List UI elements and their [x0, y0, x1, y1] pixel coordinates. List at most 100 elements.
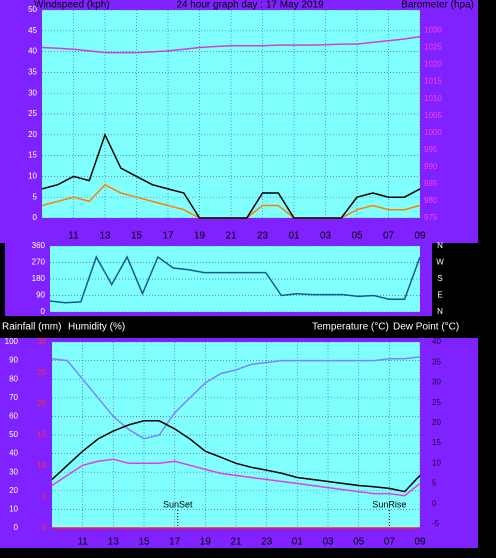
y2-tick-label: 1025 — [424, 43, 442, 52]
y-tick-label: 360 — [32, 241, 46, 250]
y3-tick-label: 20 — [37, 399, 46, 408]
y-tick-label: 15 — [28, 151, 37, 160]
y-tick-label: 10 — [28, 172, 37, 181]
y-tick-label: 25 — [28, 109, 37, 118]
x-tick-label: 01 — [288, 231, 300, 242]
y2-tick-label: 25 — [432, 398, 441, 407]
y2-tick-label: E — [437, 291, 442, 300]
y2-tick-label: 1005 — [424, 111, 442, 120]
y2-tick-label: 995 — [424, 145, 438, 154]
annotation-label: SunSet — [163, 499, 193, 509]
y2-tick-label: N — [437, 241, 443, 250]
wind-axis-title: Windspeed (kph) — [34, 0, 110, 11]
x-tick-label: 15 — [131, 231, 143, 242]
y2-tick-label: 30 — [432, 378, 441, 387]
y2-tick-label: 980 — [424, 196, 438, 205]
x-tick-label: 03 — [320, 231, 332, 242]
x-tick-label: 05 — [353, 537, 365, 548]
x-tick-label: 17 — [162, 231, 174, 242]
x-tick-label: 21 — [225, 231, 237, 242]
y-tick-label: 50 — [9, 430, 18, 439]
x-tick-label: 15 — [138, 537, 150, 548]
series-label: Humidity (%) — [68, 322, 125, 333]
x-tick-label: 23 — [261, 537, 273, 548]
y2-tick-label: 10 — [432, 458, 441, 467]
y-tick-label: 30 — [9, 467, 18, 476]
series-label: Dew Point (°C) — [393, 322, 459, 333]
y2-tick-label: 1010 — [424, 94, 442, 103]
y-tick-label: 40 — [9, 449, 18, 458]
series-line — [41, 132, 421, 219]
y2-tick-label: 35 — [432, 357, 441, 366]
barometer-axis-title: Barometer (hpa) — [401, 0, 474, 11]
chart-title: 24 hour graph day : 17 May 2019 — [176, 0, 324, 11]
x-tick-label: 09 — [414, 231, 426, 242]
x-tick-label: 13 — [99, 231, 111, 242]
y2-tick-label: 1020 — [424, 60, 442, 69]
x-tick-label: 05 — [351, 231, 363, 242]
x-tick-label: 17 — [169, 537, 181, 548]
y-tick-label: 90 — [36, 291, 45, 300]
y-tick-label: 0 — [33, 213, 38, 222]
x-tick-label: 11 — [77, 537, 88, 548]
y-tick-label: 5 — [33, 192, 38, 201]
x-tick-label: 21 — [230, 537, 242, 548]
y2-tick-label: 975 — [424, 213, 438, 222]
series-line — [51, 458, 421, 497]
x-tick-label: 07 — [384, 537, 396, 548]
y2-tick-label: N — [437, 307, 443, 316]
series-line — [51, 420, 421, 493]
series-line — [41, 35, 421, 54]
y-tick-label: 20 — [9, 486, 18, 495]
y-tick-label: 100 — [5, 337, 19, 346]
y-tick-label: 270 — [32, 258, 46, 267]
y2-tick-label: 990 — [424, 162, 438, 171]
x-tick-label: 13 — [108, 537, 120, 548]
y3-tick-label: 30 — [37, 337, 46, 346]
y-tick-label: 0 — [41, 307, 46, 316]
y2-tick-label: 5 — [432, 479, 437, 488]
y-tick-label: 30 — [28, 88, 37, 97]
x-tick-label: 19 — [194, 231, 206, 242]
y2-tick-label: 1015 — [424, 77, 442, 86]
y-tick-label: 40 — [28, 47, 37, 56]
x-tick-label: 19 — [200, 537, 212, 548]
y2-tick-label: 15 — [432, 438, 441, 447]
y-tick-label: 0 — [14, 523, 19, 532]
plot-area — [50, 246, 420, 312]
y-tick-label: 20 — [28, 130, 37, 139]
y2-tick-label: S — [437, 274, 442, 283]
y2-tick-label: 0 — [432, 499, 437, 508]
y-tick-label: 10 — [9, 505, 18, 514]
y2-tick-label: W — [436, 258, 444, 267]
y-tick-label: 80 — [9, 374, 18, 383]
y2-tick-label: 20 — [432, 418, 441, 427]
y2-tick-label: 40 — [432, 337, 441, 346]
y2-tick-label: -5 — [432, 519, 440, 528]
series-label: Rainfall (mm) — [2, 322, 61, 333]
x-tick-label: 09 — [414, 537, 426, 548]
y-tick-label: 90 — [9, 356, 18, 365]
y-tick-label: 60 — [9, 412, 18, 421]
y-tick-label: 70 — [9, 393, 18, 402]
x-tick-label: 11 — [68, 231, 79, 242]
x-tick-label: 07 — [383, 231, 395, 242]
series-line — [49, 255, 421, 304]
y-tick-label: 35 — [28, 68, 37, 77]
y-tick-label: 50 — [28, 5, 37, 14]
y3-tick-label: 25 — [37, 368, 46, 377]
annotation-label: SunRise — [372, 499, 406, 509]
y2-tick-label: 1000 — [424, 128, 442, 137]
y3-tick-label: 5 — [42, 492, 47, 501]
y3-tick-label: 15 — [37, 430, 46, 439]
y-tick-label: 45 — [28, 26, 37, 35]
y3-tick-label: 0 — [42, 523, 47, 532]
x-tick-label: 01 — [292, 537, 304, 548]
y3-tick-label: 10 — [37, 461, 46, 470]
x-tick-label: 23 — [257, 231, 269, 242]
y2-tick-label: 985 — [424, 179, 438, 188]
y-tick-label: 180 — [32, 274, 46, 283]
series-label: Temperature (°C) — [312, 322, 389, 333]
